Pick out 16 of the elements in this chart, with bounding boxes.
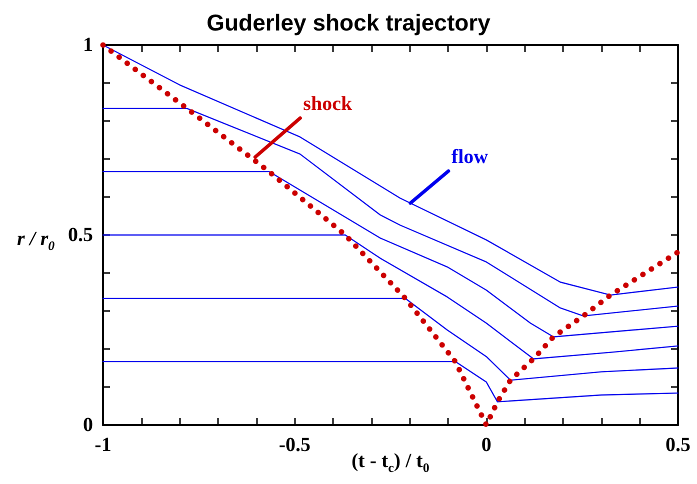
- annotation: flow: [451, 146, 489, 168]
- y-tick-label: 0: [83, 414, 93, 436]
- x-tick-label: -0.5: [278, 434, 311, 456]
- x-tick-label: 0.5: [666, 434, 690, 456]
- x-tick-label: -1: [94, 434, 112, 456]
- line-series: [102, 298, 679, 381]
- chart-title: Guderley shock trajectory: [206, 10, 491, 36]
- annotation: shock: [303, 93, 353, 116]
- y-tick-label: 1: [83, 34, 93, 56]
- line-series: [102, 234, 679, 360]
- line-series: [102, 360, 679, 402]
- x-tick-label: 0: [481, 434, 492, 456]
- line-series: [102, 170, 679, 338]
- y-axis-title: r / r$_{0}$: [17, 228, 55, 254]
- x-axis-title: (t - t$_{c}$) / t$_{0}$: [352, 450, 430, 476]
- y-tick-label: 0.5: [68, 224, 93, 246]
